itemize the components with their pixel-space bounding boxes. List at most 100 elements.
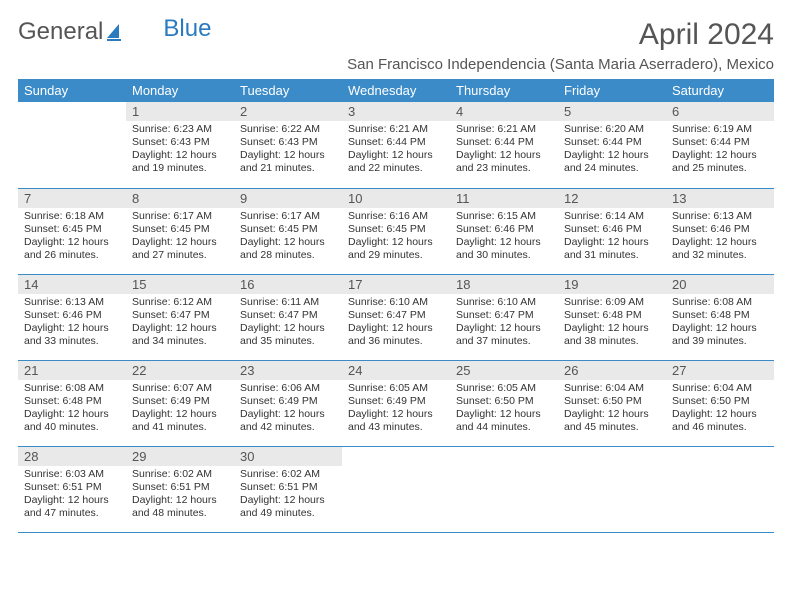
daylight-text: Daylight: 12 hours and 41 minutes. [132,408,228,434]
calendar-day-cell: 26Sunrise: 6:04 AMSunset: 6:50 PMDayligh… [558,360,666,446]
daylight-text: Daylight: 12 hours and 49 minutes. [240,494,336,520]
logo: General Blue [18,18,211,46]
day-number: 4 [450,102,558,121]
day-details: Sunrise: 6:02 AMSunset: 6:51 PMDaylight:… [126,466,234,525]
calendar-day-cell: 25Sunrise: 6:05 AMSunset: 6:50 PMDayligh… [450,360,558,446]
day-details: Sunrise: 6:23 AMSunset: 6:43 PMDaylight:… [126,121,234,180]
day-number: 23 [234,361,342,380]
daylight-text: Daylight: 12 hours and 31 minutes. [564,236,660,262]
day-number: 17 [342,275,450,294]
sunrise-text: Sunrise: 6:09 AM [564,296,660,309]
daylight-text: Daylight: 12 hours and 43 minutes. [348,408,444,434]
calendar-day-cell: 29Sunrise: 6:02 AMSunset: 6:51 PMDayligh… [126,446,234,532]
day-details: Sunrise: 6:13 AMSunset: 6:46 PMDaylight:… [666,208,774,267]
sunrise-text: Sunrise: 6:11 AM [240,296,336,309]
calendar-day-cell: 21Sunrise: 6:08 AMSunset: 6:48 PMDayligh… [18,360,126,446]
calendar-day-cell: 6Sunrise: 6:19 AMSunset: 6:44 PMDaylight… [666,102,774,188]
daylight-text: Daylight: 12 hours and 40 minutes. [24,408,120,434]
day-number: 6 [666,102,774,121]
day-number: 12 [558,189,666,208]
calendar-day-cell: 16Sunrise: 6:11 AMSunset: 6:47 PMDayligh… [234,274,342,360]
sunset-text: Sunset: 6:45 PM [240,223,336,236]
day-details: Sunrise: 6:04 AMSunset: 6:50 PMDaylight:… [558,380,666,439]
calendar-header-cell: Thursday [450,79,558,102]
sunset-text: Sunset: 6:46 PM [24,309,120,322]
day-number: 8 [126,189,234,208]
sunset-text: Sunset: 6:46 PM [564,223,660,236]
daylight-text: Daylight: 12 hours and 39 minutes. [672,322,768,348]
sunrise-text: Sunrise: 6:10 AM [348,296,444,309]
sunrise-text: Sunrise: 6:18 AM [24,210,120,223]
day-number: 11 [450,189,558,208]
sunrise-text: Sunrise: 6:13 AM [672,210,768,223]
calendar-day-cell [450,446,558,532]
sunrise-text: Sunrise: 6:03 AM [24,468,120,481]
title-block: April 2024 [639,18,774,52]
day-details: Sunrise: 6:05 AMSunset: 6:49 PMDaylight:… [342,380,450,439]
day-number: 10 [342,189,450,208]
calendar-day-cell: 4Sunrise: 6:21 AMSunset: 6:44 PMDaylight… [450,102,558,188]
sunset-text: Sunset: 6:51 PM [24,481,120,494]
day-number: 19 [558,275,666,294]
calendar-day-cell: 13Sunrise: 6:13 AMSunset: 6:46 PMDayligh… [666,188,774,274]
calendar-day-cell: 2Sunrise: 6:22 AMSunset: 6:43 PMDaylight… [234,102,342,188]
sunrise-text: Sunrise: 6:17 AM [132,210,228,223]
calendar-day-cell: 19Sunrise: 6:09 AMSunset: 6:48 PMDayligh… [558,274,666,360]
calendar-day-cell: 30Sunrise: 6:02 AMSunset: 6:51 PMDayligh… [234,446,342,532]
sunrise-text: Sunrise: 6:20 AM [564,123,660,136]
day-number: 13 [666,189,774,208]
calendar-day-cell: 28Sunrise: 6:03 AMSunset: 6:51 PMDayligh… [18,446,126,532]
day-details: Sunrise: 6:13 AMSunset: 6:46 PMDaylight:… [18,294,126,353]
calendar-day-cell: 8Sunrise: 6:17 AMSunset: 6:45 PMDaylight… [126,188,234,274]
day-number: 29 [126,447,234,466]
calendar-day-cell: 9Sunrise: 6:17 AMSunset: 6:45 PMDaylight… [234,188,342,274]
day-number: 18 [450,275,558,294]
sunset-text: Sunset: 6:45 PM [348,223,444,236]
day-number: 25 [450,361,558,380]
day-number: 14 [18,275,126,294]
day-number: 20 [666,275,774,294]
calendar-day-cell [18,102,126,188]
day-details: Sunrise: 6:12 AMSunset: 6:47 PMDaylight:… [126,294,234,353]
daylight-text: Daylight: 12 hours and 37 minutes. [456,322,552,348]
daylight-text: Daylight: 12 hours and 33 minutes. [24,322,120,348]
sunrise-text: Sunrise: 6:23 AM [132,123,228,136]
day-details: Sunrise: 6:09 AMSunset: 6:48 PMDaylight:… [558,294,666,353]
sunset-text: Sunset: 6:49 PM [240,395,336,408]
calendar-day-cell: 14Sunrise: 6:13 AMSunset: 6:46 PMDayligh… [18,274,126,360]
daylight-text: Daylight: 12 hours and 30 minutes. [456,236,552,262]
day-details: Sunrise: 6:06 AMSunset: 6:49 PMDaylight:… [234,380,342,439]
sunrise-text: Sunrise: 6:05 AM [348,382,444,395]
header-row: General Blue April 2024 [18,18,774,52]
daylight-text: Daylight: 12 hours and 34 minutes. [132,322,228,348]
day-details: Sunrise: 6:02 AMSunset: 6:51 PMDaylight:… [234,466,342,525]
logo-text-2: Blue [163,15,211,43]
sunset-text: Sunset: 6:45 PM [132,223,228,236]
day-number: 2 [234,102,342,121]
calendar-header-cell: Friday [558,79,666,102]
calendar-header-cell: Tuesday [234,79,342,102]
day-number: 9 [234,189,342,208]
day-details: Sunrise: 6:14 AMSunset: 6:46 PMDaylight:… [558,208,666,267]
daylight-text: Daylight: 12 hours and 23 minutes. [456,149,552,175]
day-number: 28 [18,447,126,466]
calendar-day-cell [558,446,666,532]
sunset-text: Sunset: 6:47 PM [132,309,228,322]
page-title: April 2024 [639,18,774,52]
daylight-text: Daylight: 12 hours and 19 minutes. [132,149,228,175]
sunrise-text: Sunrise: 6:19 AM [672,123,768,136]
daylight-text: Daylight: 12 hours and 36 minutes. [348,322,444,348]
calendar-day-cell: 3Sunrise: 6:21 AMSunset: 6:44 PMDaylight… [342,102,450,188]
daylight-text: Daylight: 12 hours and 29 minutes. [348,236,444,262]
logo-sail-icon [105,22,125,42]
day-number: 22 [126,361,234,380]
sunrise-text: Sunrise: 6:17 AM [240,210,336,223]
calendar-day-cell: 7Sunrise: 6:18 AMSunset: 6:45 PMDaylight… [18,188,126,274]
sunrise-text: Sunrise: 6:14 AM [564,210,660,223]
calendar-header-row: SundayMondayTuesdayWednesdayThursdayFrid… [18,79,774,102]
sunset-text: Sunset: 6:47 PM [456,309,552,322]
sunset-text: Sunset: 6:43 PM [132,136,228,149]
day-details: Sunrise: 6:19 AMSunset: 6:44 PMDaylight:… [666,121,774,180]
sunset-text: Sunset: 6:44 PM [672,136,768,149]
day-details: Sunrise: 6:20 AMSunset: 6:44 PMDaylight:… [558,121,666,180]
